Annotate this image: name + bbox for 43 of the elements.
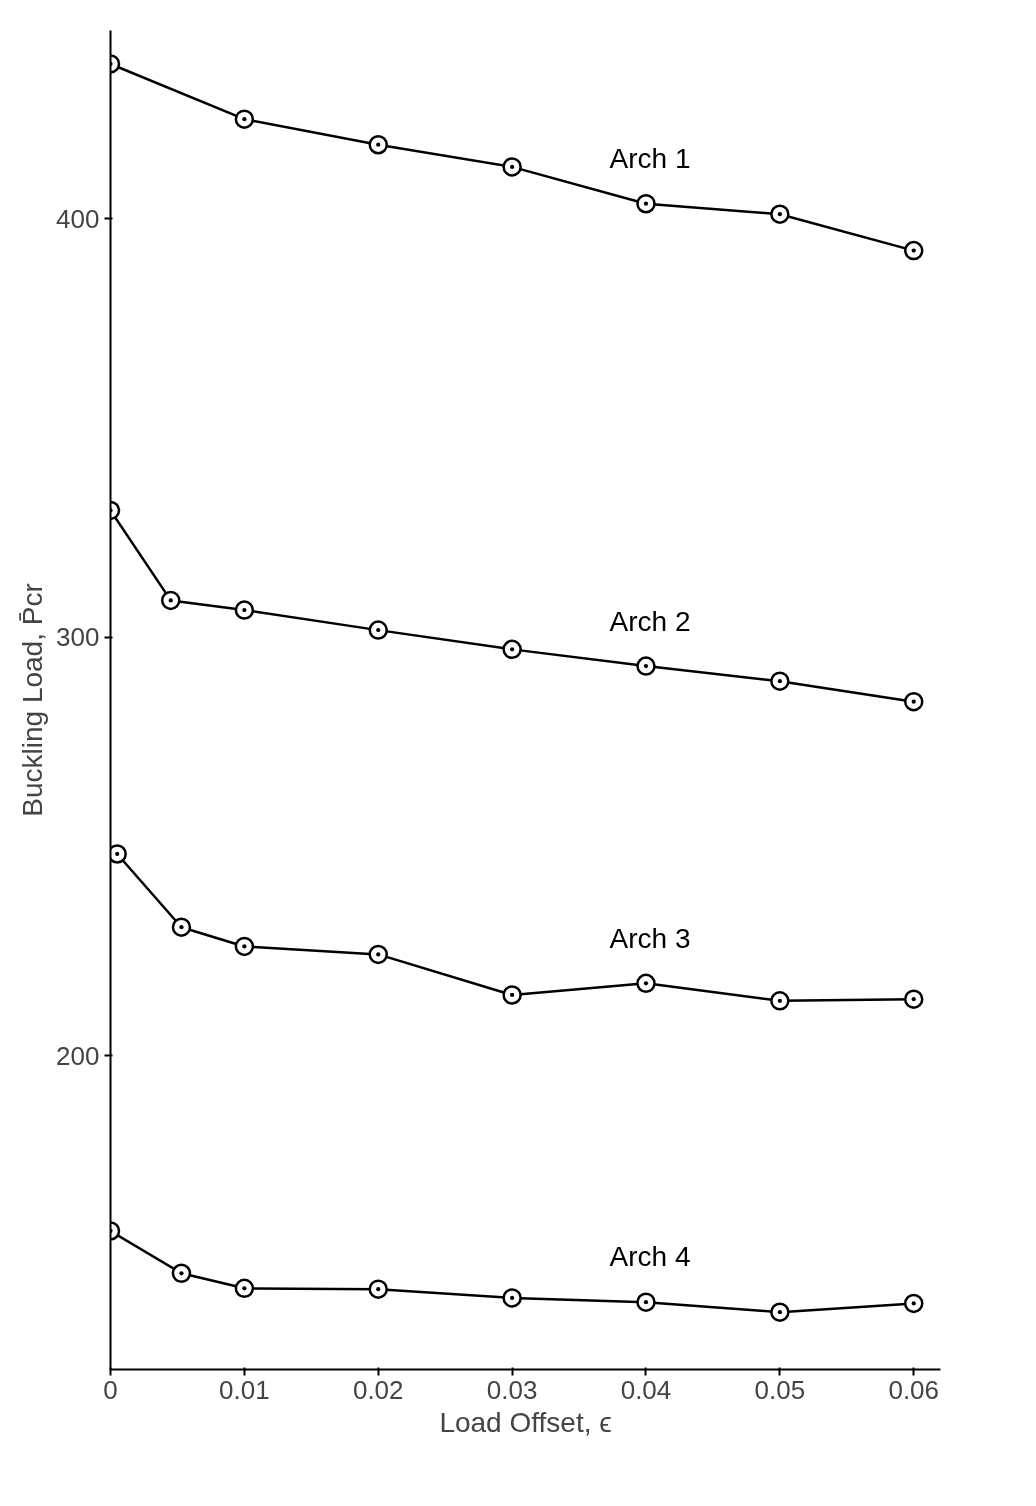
- point: [770, 1302, 790, 1322]
- point: [770, 671, 790, 691]
- point: [234, 1278, 255, 1299]
- point: [502, 157, 522, 177]
- series-label: Arch 2: [609, 605, 691, 637]
- series-label: Arch 1: [609, 143, 691, 175]
- point: [171, 1263, 192, 1283]
- point: [234, 600, 255, 620]
- series-label: Arch 3: [609, 922, 691, 954]
- point: [903, 1293, 924, 1314]
- series-label: Arch 4: [609, 1241, 691, 1273]
- x-axis-title: Load Offset, ϵ: [439, 1406, 612, 1438]
- point: [502, 985, 522, 1005]
- x-tick-label: 0.01: [219, 1374, 270, 1405]
- x-tick-label: 0.03: [486, 1374, 538, 1405]
- point: [502, 639, 522, 660]
- y-tick-label: 300: [56, 622, 100, 653]
- point: [770, 204, 790, 224]
- y-tick-label: 400: [56, 203, 100, 234]
- point: [171, 917, 192, 937]
- point: [368, 1279, 388, 1299]
- point: [368, 135, 388, 155]
- x-tick-label: 0.06: [888, 1374, 940, 1405]
- point: [903, 989, 924, 1009]
- point: [636, 973, 656, 994]
- y-axis-title: Buckling Load, P̄cr: [17, 583, 49, 817]
- x-tick-label: 0: [103, 1374, 118, 1405]
- point: [368, 944, 388, 965]
- point: [770, 991, 790, 1011]
- point: [636, 1292, 656, 1312]
- x-tick-label: 0.02: [352, 1374, 404, 1405]
- point: [234, 109, 255, 129]
- y-tick-label: 200: [56, 1040, 100, 1071]
- point: [160, 590, 181, 611]
- x-tick-label: 0.04: [620, 1374, 672, 1405]
- x-tick-label: 0.05: [754, 1374, 806, 1405]
- point: [903, 240, 924, 261]
- point: [234, 936, 255, 957]
- point: [636, 656, 656, 676]
- point: [636, 194, 656, 214]
- point: [903, 691, 924, 712]
- point: [368, 620, 388, 640]
- point: [502, 1288, 522, 1308]
